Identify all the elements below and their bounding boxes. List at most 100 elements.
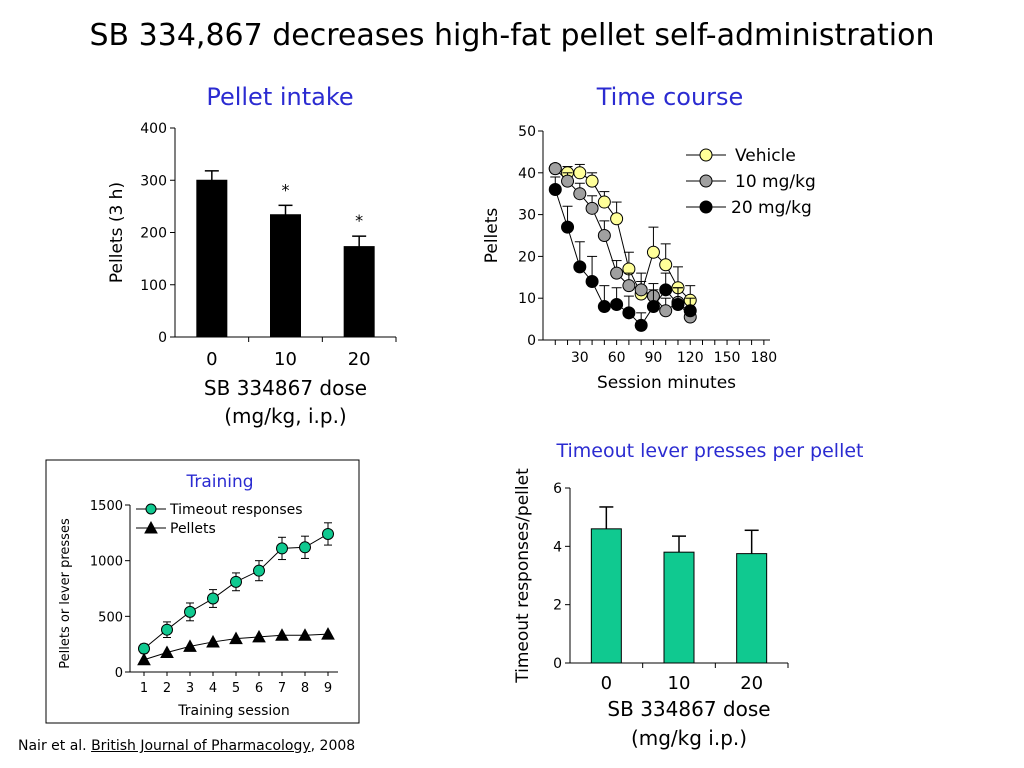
training-x-tick-label: 4 [209, 681, 217, 696]
training-series-0-point [230, 575, 242, 588]
training-x-tick-label: 3 [186, 681, 194, 696]
pellet-y-tick-label: 200 [140, 226, 167, 242]
training-y-tick-label: 500 [98, 610, 123, 625]
timeout-y-tick-label: 6 [553, 481, 562, 497]
timeout-x-label-line2: (mg/kg i.p.) [631, 726, 747, 750]
training-series-0-point [207, 592, 219, 605]
training-frame [45, 459, 360, 724]
time-x-label: Session minutes [597, 373, 736, 393]
training-x-tick-label: 2 [163, 681, 171, 696]
time-series-2-point [597, 300, 611, 314]
time-series-0-point [610, 212, 624, 226]
training-title: Training [185, 472, 253, 492]
time-series-2-point [561, 220, 575, 234]
pellet-category-label: 10 [274, 349, 297, 370]
training-y-tick-label: 1000 [90, 555, 123, 570]
time-series-1-point [548, 162, 562, 176]
time-x-tick-label: 90 [645, 350, 663, 366]
training-legend-label: Pellets [170, 521, 216, 537]
training-series-1-point [229, 631, 243, 645]
time-y-tick-label: 20 [518, 249, 536, 265]
pellet-y-label: Pellets (3 h) [107, 182, 127, 283]
citation-journal-link[interactable]: British Journal of Pharmacology [91, 738, 311, 754]
pellet-significance-mark: * [282, 180, 290, 199]
pellet-category-label: 20 [348, 349, 371, 370]
training-series-1-point [137, 652, 151, 666]
training-series-0-point [299, 541, 311, 554]
page-title: SB 334,867 decreases high-fat pellet sel… [89, 18, 935, 53]
timeout-category-label: 20 [740, 673, 763, 694]
timeout-y-tick-label: 2 [553, 598, 562, 614]
training-series-1-point [298, 628, 312, 641]
pellet-category-label: 0 [206, 349, 217, 370]
time-series-2-point [683, 304, 697, 318]
time-series-2-point [659, 283, 673, 297]
training-series-1-point [160, 645, 174, 659]
time-series-2-point [573, 260, 587, 274]
time-series-0-point [573, 166, 587, 180]
training-y-tick-label: 1500 [90, 499, 123, 514]
pellet-bar [343, 246, 375, 338]
time-x-tick-label: 120 [677, 350, 704, 366]
training-series-1-point [252, 629, 266, 643]
training-x-tick-label: 7 [278, 681, 286, 696]
pellet-y-tick-label: 100 [140, 278, 167, 294]
time-series-2-point [548, 183, 562, 197]
citation-prefix: Nair et al. [18, 738, 92, 754]
training-y-tick-label: 0 [115, 666, 123, 681]
time-series-2-point [610, 297, 624, 311]
timeout-y-label: Timeout responses/pellet [513, 468, 533, 684]
training-series-1-point [206, 634, 220, 648]
training-x-tick-label: 5 [232, 681, 240, 696]
timeout-bar [736, 553, 768, 664]
pellet-bar [196, 179, 228, 338]
pellet-bar [270, 214, 301, 338]
training-legend-marker [145, 503, 157, 515]
time-series-1-point [597, 229, 611, 242]
time-series-1-point [585, 201, 599, 215]
training-series-0-point [161, 623, 173, 636]
time-legend-marker [699, 148, 713, 162]
pellet-y-tick-label: 300 [140, 173, 167, 189]
pellet-y-tick-label: 0 [158, 330, 167, 346]
time-y-tick-label: 40 [518, 166, 536, 182]
timeout-y-tick-label: 0 [553, 656, 562, 672]
time-x-tick-label: 180 [750, 350, 777, 366]
time-series-0-point [585, 174, 599, 188]
time-y-label: Pellets [482, 208, 502, 264]
training-x-tick-label: 8 [301, 681, 309, 696]
timeout-category-label: 0 [601, 673, 612, 694]
training-series-1-point [275, 628, 289, 641]
training-series-0-point [322, 527, 334, 540]
timeout-presses-title: Timeout lever presses per pellet [556, 440, 864, 462]
time-series-1-point [610, 266, 624, 280]
time-series-2-point [646, 300, 660, 314]
time-series-2-point [622, 306, 636, 320]
time-series-1-point [561, 174, 575, 188]
time-y-tick-label: 0 [527, 333, 536, 349]
time-legend-label: 20 mg/kg [731, 198, 812, 218]
time-series-1-point [659, 304, 673, 318]
training-x-label: Training session [177, 703, 290, 719]
time-series-1-point [573, 187, 587, 201]
time-series-0-point [659, 258, 673, 272]
time-y-tick-label: 50 [518, 124, 536, 140]
pellet-intake-title: Pellet intake [206, 83, 354, 111]
time-y-tick-label: 10 [518, 291, 536, 307]
time-x-tick-label: 30 [571, 350, 589, 366]
pellet-x-label-line2: (mg/kg, i.p.) [224, 404, 346, 428]
time-series-2-point [671, 297, 685, 311]
time-series-0-point [646, 245, 660, 259]
training-x-tick-label: 1 [140, 681, 148, 696]
time-x-tick-label: 150 [714, 350, 741, 366]
timeout-category-label: 10 [668, 673, 691, 694]
time-legend-label: Vehicle [735, 146, 796, 166]
time-series-1-point [634, 283, 648, 297]
time-series-2-point [585, 274, 599, 288]
training-legend-marker [144, 520, 158, 534]
pellet-significance-mark: * [355, 211, 363, 230]
